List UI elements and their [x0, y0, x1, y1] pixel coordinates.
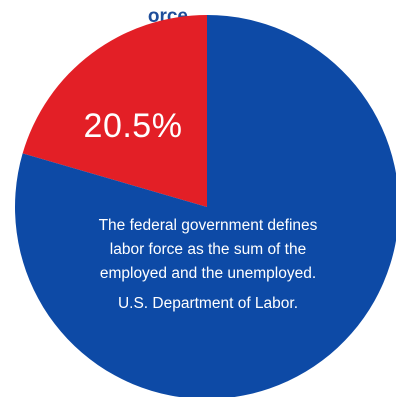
pie-slice-remainder — [15, 15, 396, 397]
source-note: U.S. Department of Labor. — [118, 295, 298, 312]
pie-slice-highlight — [22, 15, 207, 207]
note-line-2: labor force as the sum of the — [110, 241, 306, 258]
slice-label-percentage: 20.5% — [84, 107, 183, 145]
note-line-3: employed and the unemployed. — [100, 265, 316, 282]
note-line-1: The federal government defines — [99, 217, 318, 234]
pie-slices — [15, 15, 396, 397]
